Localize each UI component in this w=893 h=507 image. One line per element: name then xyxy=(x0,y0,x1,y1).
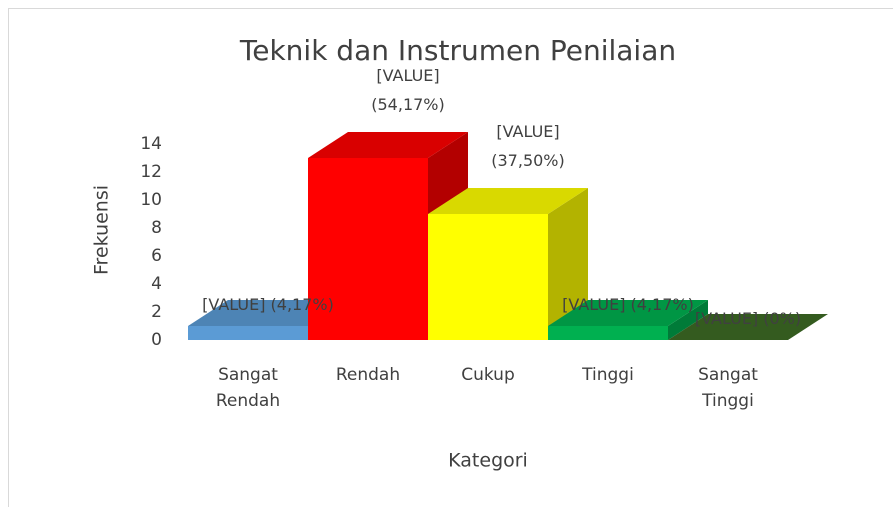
y-tick-label: 4 xyxy=(151,274,162,294)
x-axis-title: Kategori xyxy=(448,450,528,472)
data-label: [VALUE] (4,17%) xyxy=(562,295,694,314)
data-label: [VALUE] (4,17%) xyxy=(202,295,334,314)
data-label: [VALUE] (0%) xyxy=(694,309,802,328)
x-tick-label: Tinggi xyxy=(582,365,634,385)
bar-top xyxy=(548,300,708,326)
x-tick-label: Sangat Tinggi xyxy=(698,365,758,411)
bar xyxy=(428,214,548,340)
y-tick-label: 14 xyxy=(140,134,162,154)
bar-top xyxy=(668,314,828,340)
y-tick-label: 10 xyxy=(140,190,162,210)
y-tick-label: 2 xyxy=(151,302,162,322)
y-tick-label: 0 xyxy=(151,330,162,350)
chart-border xyxy=(8,8,893,507)
y-tick-label: 8 xyxy=(151,218,162,238)
bar xyxy=(548,326,668,340)
bar-top xyxy=(308,132,468,158)
x-tick-label: Rendah xyxy=(335,365,401,385)
y-tick-label: 12 xyxy=(140,162,162,182)
x-tick-label: Cukup xyxy=(461,365,515,385)
x-tick-label: Sangat Rendah xyxy=(215,365,281,411)
bar-side xyxy=(548,188,588,340)
y-tick-label: 6 xyxy=(151,246,162,266)
bar xyxy=(188,326,308,340)
y-axis-title: Frekuensi xyxy=(91,185,113,275)
chart-title: Teknik dan Instrumen Penilaian xyxy=(239,34,676,67)
bar-side xyxy=(668,300,708,340)
data-label: [VALUE] (54,17%) xyxy=(371,66,445,114)
bar xyxy=(308,158,428,340)
data-label: [VALUE] (37,50%) xyxy=(491,122,565,170)
bar-top xyxy=(428,188,588,214)
